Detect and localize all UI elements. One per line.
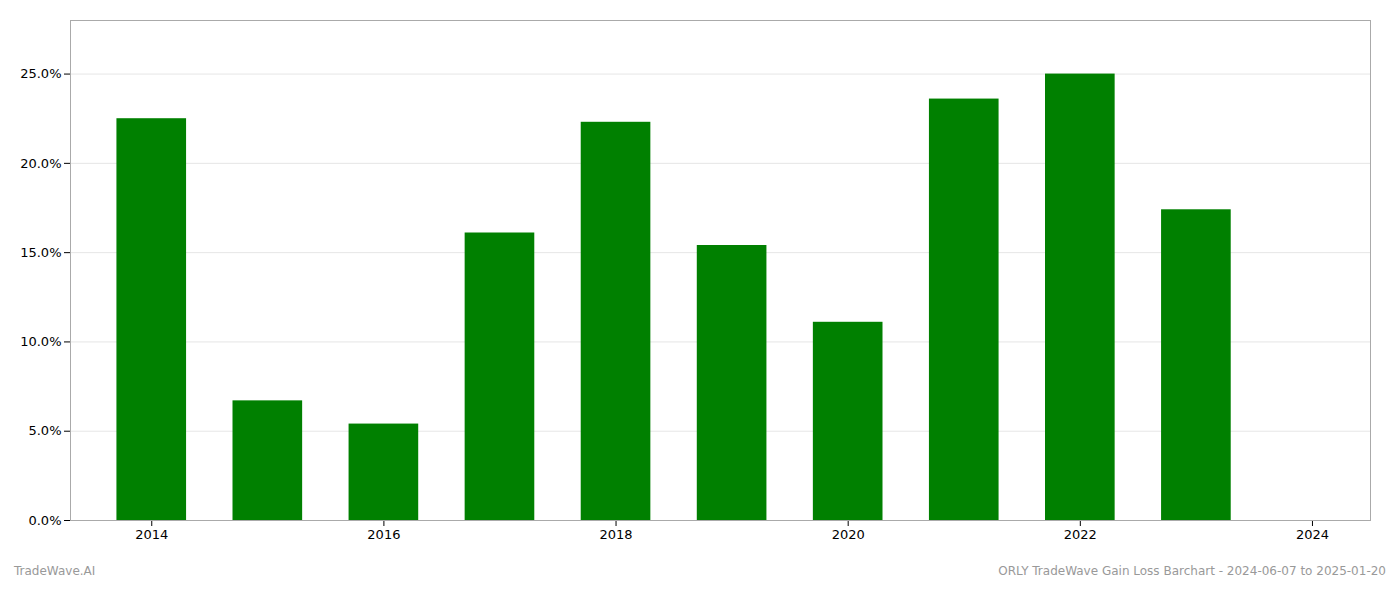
svg-text:2016: 2016: [367, 527, 400, 542]
svg-text:2022: 2022: [1064, 527, 1097, 542]
svg-text:10.0%: 10.0%: [20, 334, 61, 349]
svg-text:15.0%: 15.0%: [20, 245, 61, 260]
svg-text:0.0%: 0.0%: [28, 513, 61, 528]
html-text:ORLY TradeWave Gain Loss Barch: ORLY TradeWave Gain Loss Barchart - 2024…: [998, 564, 1386, 578]
svg-text:2020: 2020: [832, 527, 865, 542]
svg-text:25.0%: 25.0%: [20, 66, 61, 81]
svg-text:2024: 2024: [1296, 527, 1329, 542]
svg-text:2018: 2018: [599, 527, 632, 542]
svg-text:20.0%: 20.0%: [20, 156, 61, 171]
html-text:TradeWave.AI: TradeWave.AI: [14, 564, 96, 578]
svg-text:5.0%: 5.0%: [28, 423, 61, 438]
svg-text:2014: 2014: [135, 527, 168, 542]
